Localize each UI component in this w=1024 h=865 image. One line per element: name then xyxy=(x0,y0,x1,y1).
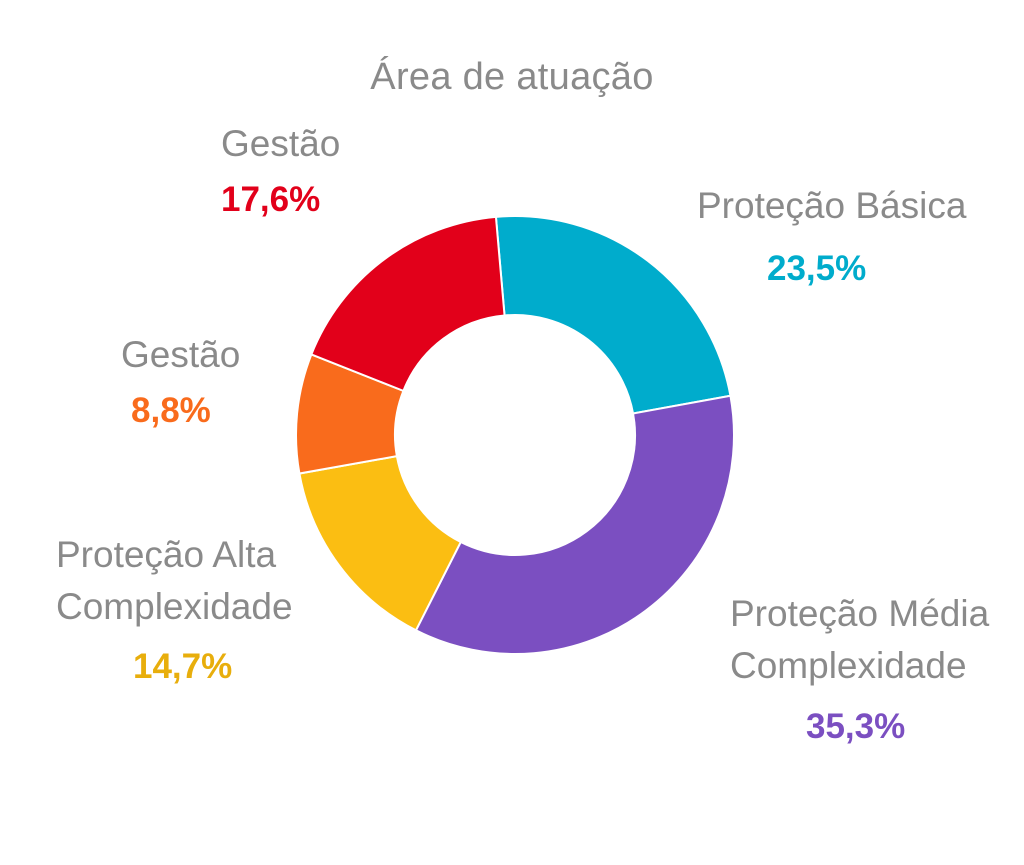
label-protecao-media-line2: Complexidade xyxy=(730,645,967,686)
value-protecao-alta: 14,7% xyxy=(133,647,233,686)
label-protecao-alta-line1: Proteção Alta xyxy=(56,534,277,575)
value-gestao-large: 17,6% xyxy=(221,180,321,219)
value-protecao-media: 35,3% xyxy=(806,707,906,746)
slice-protecao-basica xyxy=(494,215,732,415)
chart-title: Área de atuação xyxy=(370,56,654,98)
slice-protecao-media xyxy=(414,394,735,655)
value-gestao-small: 8,8% xyxy=(131,391,211,430)
label-protecao-basica: Proteção Básica xyxy=(697,185,967,226)
label-protecao-media-line1: Proteção Média xyxy=(730,593,990,634)
slice-gestao-large xyxy=(310,215,506,393)
label-gestao-large: Gestão xyxy=(221,123,341,164)
label-protecao-alta-line2: Complexidade xyxy=(56,586,293,627)
value-protecao-basica: 23,5% xyxy=(767,249,867,288)
label-gestao-small: Gestão xyxy=(121,334,241,375)
